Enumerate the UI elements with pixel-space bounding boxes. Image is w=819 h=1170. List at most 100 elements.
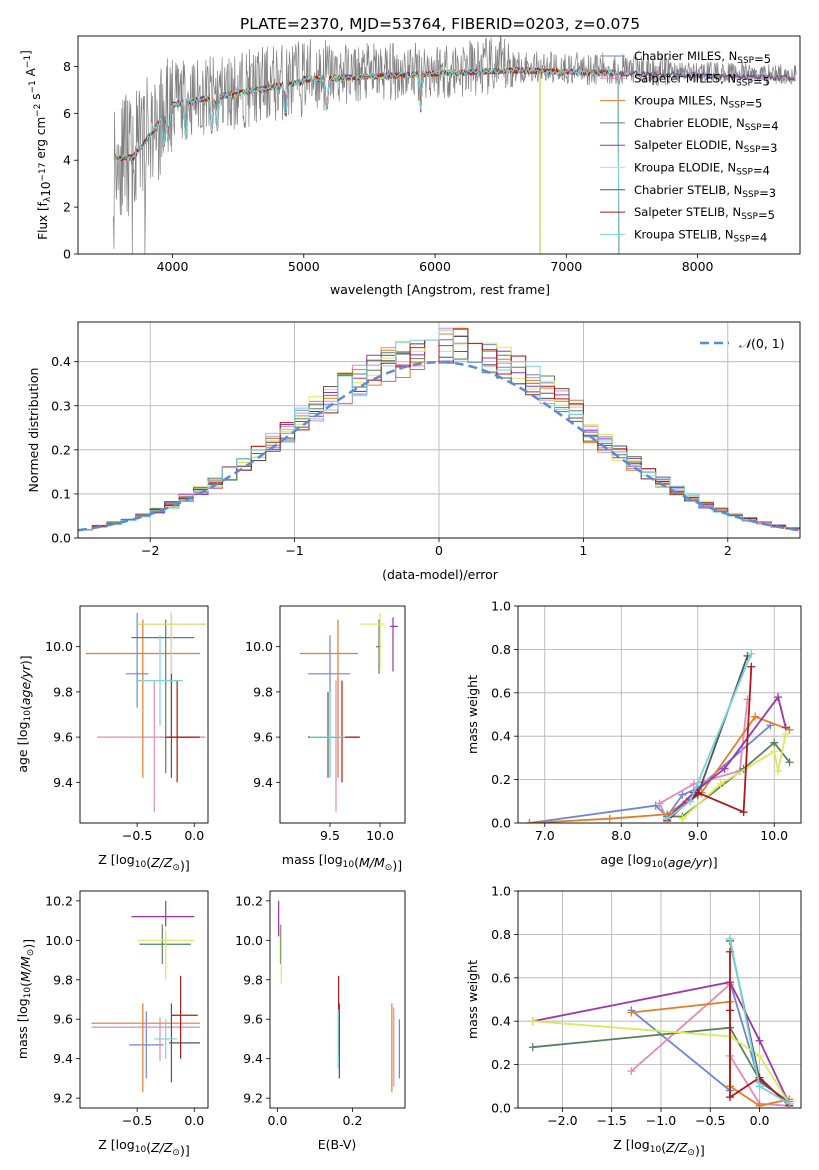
x-tick-label: 6000 bbox=[419, 259, 451, 274]
y-tick-label: 9.8 bbox=[53, 684, 73, 699]
y-tick-label: 9.4 bbox=[253, 775, 273, 790]
y-tick-label: 8 bbox=[63, 59, 71, 74]
weight-point-marker bbox=[774, 693, 783, 702]
legend-label: Chabrier MILES, NSSP=5 bbox=[634, 49, 771, 66]
y-tick-label: 0.6 bbox=[491, 685, 511, 700]
label-part: =5 bbox=[753, 74, 770, 88]
weight-point-marker bbox=[525, 819, 534, 823]
legend-label: Kroupa ELODIE, NSSP=4 bbox=[634, 161, 770, 178]
label-part: SSP bbox=[729, 101, 746, 111]
plot-area bbox=[85, 612, 206, 812]
y-tick-label: 9.6 bbox=[243, 1012, 263, 1027]
label-part: Z/Z bbox=[150, 1140, 173, 1155]
y-tick-label: 10.2 bbox=[45, 893, 73, 908]
panel-weight-age: 7.0 8.0 9.0 10.0 0.0 0.2 0.4 0.6 0.8 1.0 age [log1… bbox=[465, 599, 802, 870]
y-tick-label: 9.6 bbox=[53, 1012, 73, 1027]
label-part: 10 bbox=[650, 1145, 662, 1155]
label-part: )] bbox=[708, 855, 718, 870]
x-axis-label: age [log10(age/yr)] bbox=[600, 852, 717, 870]
weight-point-marker bbox=[678, 814, 687, 823]
y-tick-label: 10.0 bbox=[245, 639, 273, 654]
label-part: ( bbox=[146, 855, 151, 870]
legend-label: Salpeter ELODIE, NSSP=3 bbox=[634, 138, 777, 155]
label-part: SSP bbox=[736, 78, 753, 88]
label-part: E(B-V) bbox=[318, 1137, 357, 1152]
weight-point-marker bbox=[693, 788, 702, 797]
label-part: 10 bbox=[135, 1145, 147, 1155]
label-part: ( bbox=[354, 855, 359, 870]
weight-point-marker bbox=[726, 1093, 735, 1102]
x-tick-label: 10.0 bbox=[366, 828, 394, 843]
label-part: ( bbox=[18, 982, 33, 987]
x-tick-label: −1.0 bbox=[646, 1113, 676, 1128]
plot-area bbox=[78, 327, 800, 532]
y-tick-label: 9.6 bbox=[53, 730, 73, 745]
label-part: 10 bbox=[135, 860, 147, 870]
x-tick-label: 0.2 bbox=[343, 1113, 363, 1128]
y-tick-label: 0.0 bbox=[491, 816, 511, 831]
weight-point-marker bbox=[605, 814, 614, 823]
x-axis-label: E(B-V) bbox=[318, 1137, 357, 1152]
x-tick-label: 2 bbox=[724, 543, 732, 558]
label-part: SSP bbox=[742, 190, 759, 200]
observed-spectrum-line bbox=[113, 36, 797, 254]
panel-ebv-mass: 0.0 0.2 9.2 9.4 9.6 9.8 10.0 10.2 E(B-V) bbox=[235, 890, 406, 1152]
label-part: −1 bbox=[28, 80, 38, 93]
panel-mass-age: 9.5 10.0 9.4 9.6 9.8 10.0 mass [log10(M/M⊙)] bbox=[245, 605, 406, 873]
weight-point-marker bbox=[781, 730, 790, 739]
label-part: ( bbox=[18, 705, 33, 710]
label-part: ⊙ bbox=[385, 863, 393, 873]
label-part: =3 bbox=[761, 141, 778, 155]
weight-series-line bbox=[532, 1020, 790, 1105]
x-tick-label: 0.0 bbox=[268, 1113, 288, 1128]
label-part: erg cm bbox=[34, 117, 48, 163]
weight-point-marker bbox=[627, 1008, 636, 1017]
y-tick-label: 10.2 bbox=[235, 893, 263, 908]
label-part: Z [log bbox=[98, 852, 134, 867]
legend-label: Salpeter MILES, NSSP=5 bbox=[634, 71, 770, 88]
label-part: SSP bbox=[737, 56, 754, 66]
weight-point-marker bbox=[770, 747, 779, 756]
axes-frame bbox=[269, 890, 406, 1109]
label-part: −17 bbox=[38, 163, 48, 182]
label-part: Chabrier STELIB, N bbox=[634, 183, 742, 197]
label-part: Z [log bbox=[98, 1137, 134, 1152]
label-part: =4 bbox=[750, 230, 767, 244]
label-part: ⊙ bbox=[172, 1148, 180, 1158]
x-tick-label: −2.0 bbox=[547, 1113, 577, 1128]
label-part: (0, 1) bbox=[751, 336, 785, 351]
x-tick-label: 0.0 bbox=[184, 828, 204, 843]
panel-weight-z: −2.0 −1.5 −1.0 −0.5 0.0 0.0 0.2 0.4 0.6 0.8 1.0 Z [… bbox=[465, 884, 802, 1158]
y-tick-label: 0.4 bbox=[51, 354, 71, 369]
weight-point-marker bbox=[755, 1082, 764, 1091]
axes-frame bbox=[79, 605, 209, 824]
axes-frame bbox=[279, 605, 406, 824]
weight-point-marker bbox=[747, 649, 756, 658]
legend-label: Kroupa STELIB, NSSP=4 bbox=[634, 227, 767, 244]
y-tick-label: 4 bbox=[63, 153, 71, 168]
panel-residuals: −2 −1 0 1 2 0.0 0.1 0.2 0.3 0.4 (data-model)/error… bbox=[26, 321, 801, 582]
weight-point-marker bbox=[755, 1036, 764, 1045]
y-tick-label: 0.2 bbox=[491, 1057, 511, 1072]
y-tick-label: 0.2 bbox=[51, 442, 71, 457]
x-axis-label: Z [log10(Z/Z⊙)] bbox=[613, 1137, 704, 1158]
label-part: )] bbox=[392, 858, 402, 873]
model-spectrum-line bbox=[114, 67, 620, 254]
label-part: Z/Z bbox=[665, 1140, 688, 1155]
label-part: SSP bbox=[744, 145, 761, 155]
label-part: 10 bbox=[343, 860, 355, 870]
panel-spectrum: 4000 5000 6000 7000 8000 0 2 4 6 8 wavelength [Ang… bbox=[19, 35, 801, 297]
x-tick-label: 0 bbox=[435, 543, 443, 558]
label-part: ⊙ bbox=[26, 949, 36, 957]
y-axis-label: age [log10(age/yr)] bbox=[15, 655, 33, 772]
legend: Chabrier MILES, NSSP=5 Salpeter MILES, NS… bbox=[600, 49, 779, 244]
label-part: =4 bbox=[762, 119, 779, 133]
axes-frame bbox=[517, 890, 802, 1109]
weight-point-marker bbox=[720, 764, 729, 773]
y-tick-label: 0.0 bbox=[51, 531, 71, 546]
label-part: Flux [f bbox=[36, 201, 50, 239]
label-part: )] bbox=[21, 939, 36, 949]
y-axis-label: mass weight bbox=[465, 960, 480, 1039]
weight-point-marker bbox=[686, 797, 695, 806]
